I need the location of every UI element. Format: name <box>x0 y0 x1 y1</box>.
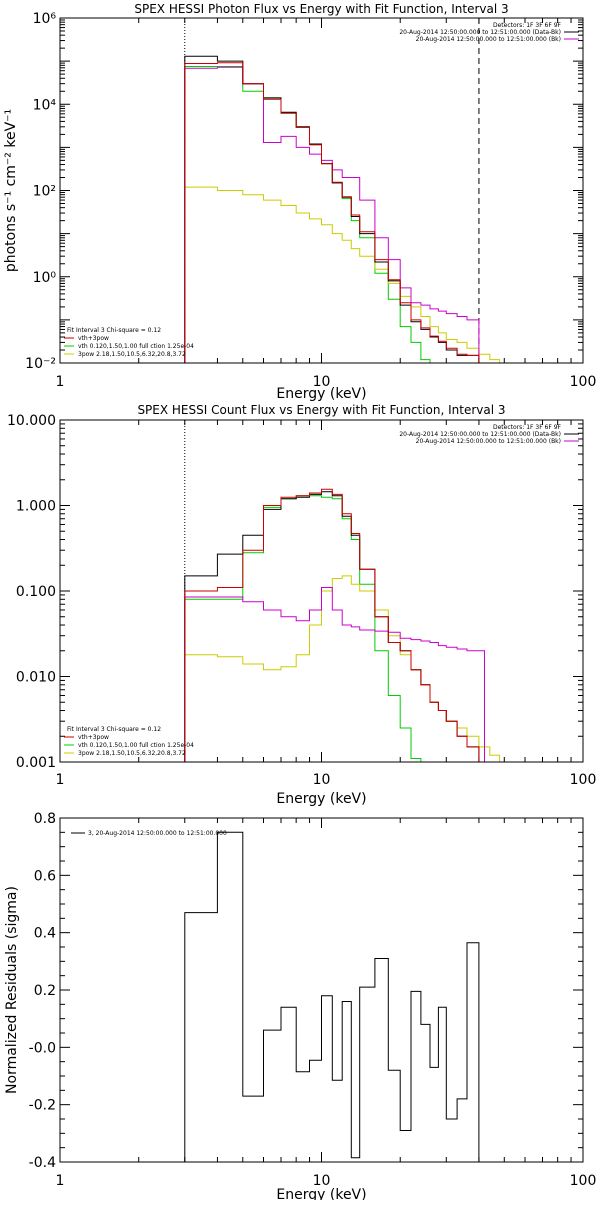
x-tick-label: 100 <box>570 1173 597 1189</box>
legend-bottom-header: Fit Interval 3 Chi-square = 0.12 <box>67 726 161 733</box>
x-tick-label: 100 <box>570 772 597 788</box>
x-tick-label: 10 <box>313 772 331 788</box>
legend-bottom-entry: 3pow 2.18,1.50,10.5,6.32,20.8,3.72 <box>78 750 186 757</box>
y-tick-label: -0.0 <box>29 1040 56 1056</box>
legend-top-entry: Detectors: 1F 3F 6F 9F <box>493 22 562 29</box>
legend-bottom-header: Fit Interval 3 Chi-square = 0.12 <box>67 327 161 334</box>
y-tick-label: 0.001 <box>16 755 56 771</box>
y-tick-label: 1.000 <box>16 499 56 515</box>
plot-frame <box>59 419 584 763</box>
series-3pow <box>184 575 516 762</box>
series-3-20-aug-2014-12-50-00-000-to-12-51-00-000 <box>184 831 480 1162</box>
y-tick-label: -0.4 <box>29 1155 56 1171</box>
y-tick-label: 10⁶ <box>33 11 57 27</box>
series-vth <box>184 495 422 762</box>
y-tick-label: 0.6 <box>34 868 56 884</box>
y-tick-label: 0.8 <box>34 811 56 827</box>
legend-bottom-entry: vth 0.120,1.50,1.00 full ction 1.25e-04 <box>78 742 194 749</box>
chart-panel-1: SPEX HESSI Photon Flux vs Energy with Fi… <box>3 2 596 402</box>
x-tick-label: 1 <box>56 1173 65 1189</box>
chart-panel-3: 1 10 100 -0.4 -0.2 -0.0 0.2 0.4 0.6 0.8 Energy (ke… <box>4 811 597 1203</box>
x-axis-label: Energy (keV) <box>276 1187 366 1200</box>
y-tick-label: 10.000 <box>7 413 56 429</box>
annotation-text: 3, 20-Aug-2014 12:50:00.000 to 12:51:00.… <box>88 830 227 837</box>
y-tick-label: -0.2 <box>29 1098 56 1114</box>
x-tick-label: 1 <box>56 374 65 390</box>
y-tick-label: 10⁴ <box>33 97 57 113</box>
series-vth <box>184 66 431 363</box>
plot-frame <box>59 817 584 1163</box>
legend-bottom-entry: vth+3pow <box>78 734 109 741</box>
legend-bottom-entry: vth+3pow <box>78 335 109 342</box>
legend-top-entry: 20-Aug-2014 12:50:00.000 to 12:51:00.000… <box>416 36 561 43</box>
series-group <box>184 55 501 363</box>
legend-top-entry: 20-Aug-2014 12:50:00.000 to 12:51:00.000… <box>416 438 561 445</box>
y-tick-label: 0.2 <box>34 983 56 999</box>
series-vth-3pow <box>184 488 480 762</box>
y-tick-label: 10² <box>33 184 56 200</box>
y-tick-label: 0.4 <box>34 926 56 942</box>
y-tick-label: 10⁻² <box>25 356 56 372</box>
x-axis-label: Energy (keV) <box>276 791 366 807</box>
chart-panel-2: SPEX HESSI Count Flux vs Energy with Fit… <box>7 403 596 807</box>
x-axis-label: Energy (keV) <box>276 386 366 402</box>
legend-bottom-entry: vth 0.120,1.50,1.00 full ction 1.25e-04 <box>78 343 194 350</box>
series-bk <box>184 66 480 363</box>
series-data-bk <box>184 55 480 363</box>
chart-title: SPEX HESSI Count Flux vs Energy with Fit… <box>137 403 505 417</box>
legend-top-entry: 20-Aug-2014 12:50:00.000 to 12:51:00.000… <box>399 29 561 36</box>
series-vth-3pow <box>184 62 480 363</box>
series-group <box>184 831 480 1162</box>
y-tick-label: 0.010 <box>16 670 56 686</box>
legend-top-entry: 20-Aug-2014 12:50:00.000 to 12:51:00.000… <box>399 431 561 438</box>
chart-title: SPEX HESSI Photon Flux vs Energy with Fi… <box>134 2 508 16</box>
y-tick-label: 0.100 <box>16 584 56 600</box>
series-data-bk <box>184 491 480 762</box>
series-bk <box>184 587 485 762</box>
y-axis-label: photons s⁻¹ cm⁻² keV⁻¹ <box>3 109 19 272</box>
y-axis-label: Normalized Residuals (sigma) <box>4 886 20 1094</box>
legend-top-entry: Detectors: 1F 3F 6F 9F <box>493 424 562 431</box>
x-tick-label: 10 <box>313 1173 331 1189</box>
x-tick-label: 100 <box>570 374 597 390</box>
legend-bottom-entry: 3pow 2.18,1.50,10.5,6.32,20.8,3.72 <box>78 351 186 358</box>
y-tick-label: 10⁰ <box>33 270 57 286</box>
plot-frame <box>59 17 584 364</box>
x-tick-label: 10 <box>313 374 331 390</box>
series-group <box>184 488 516 762</box>
x-tick-label: 1 <box>56 772 65 788</box>
